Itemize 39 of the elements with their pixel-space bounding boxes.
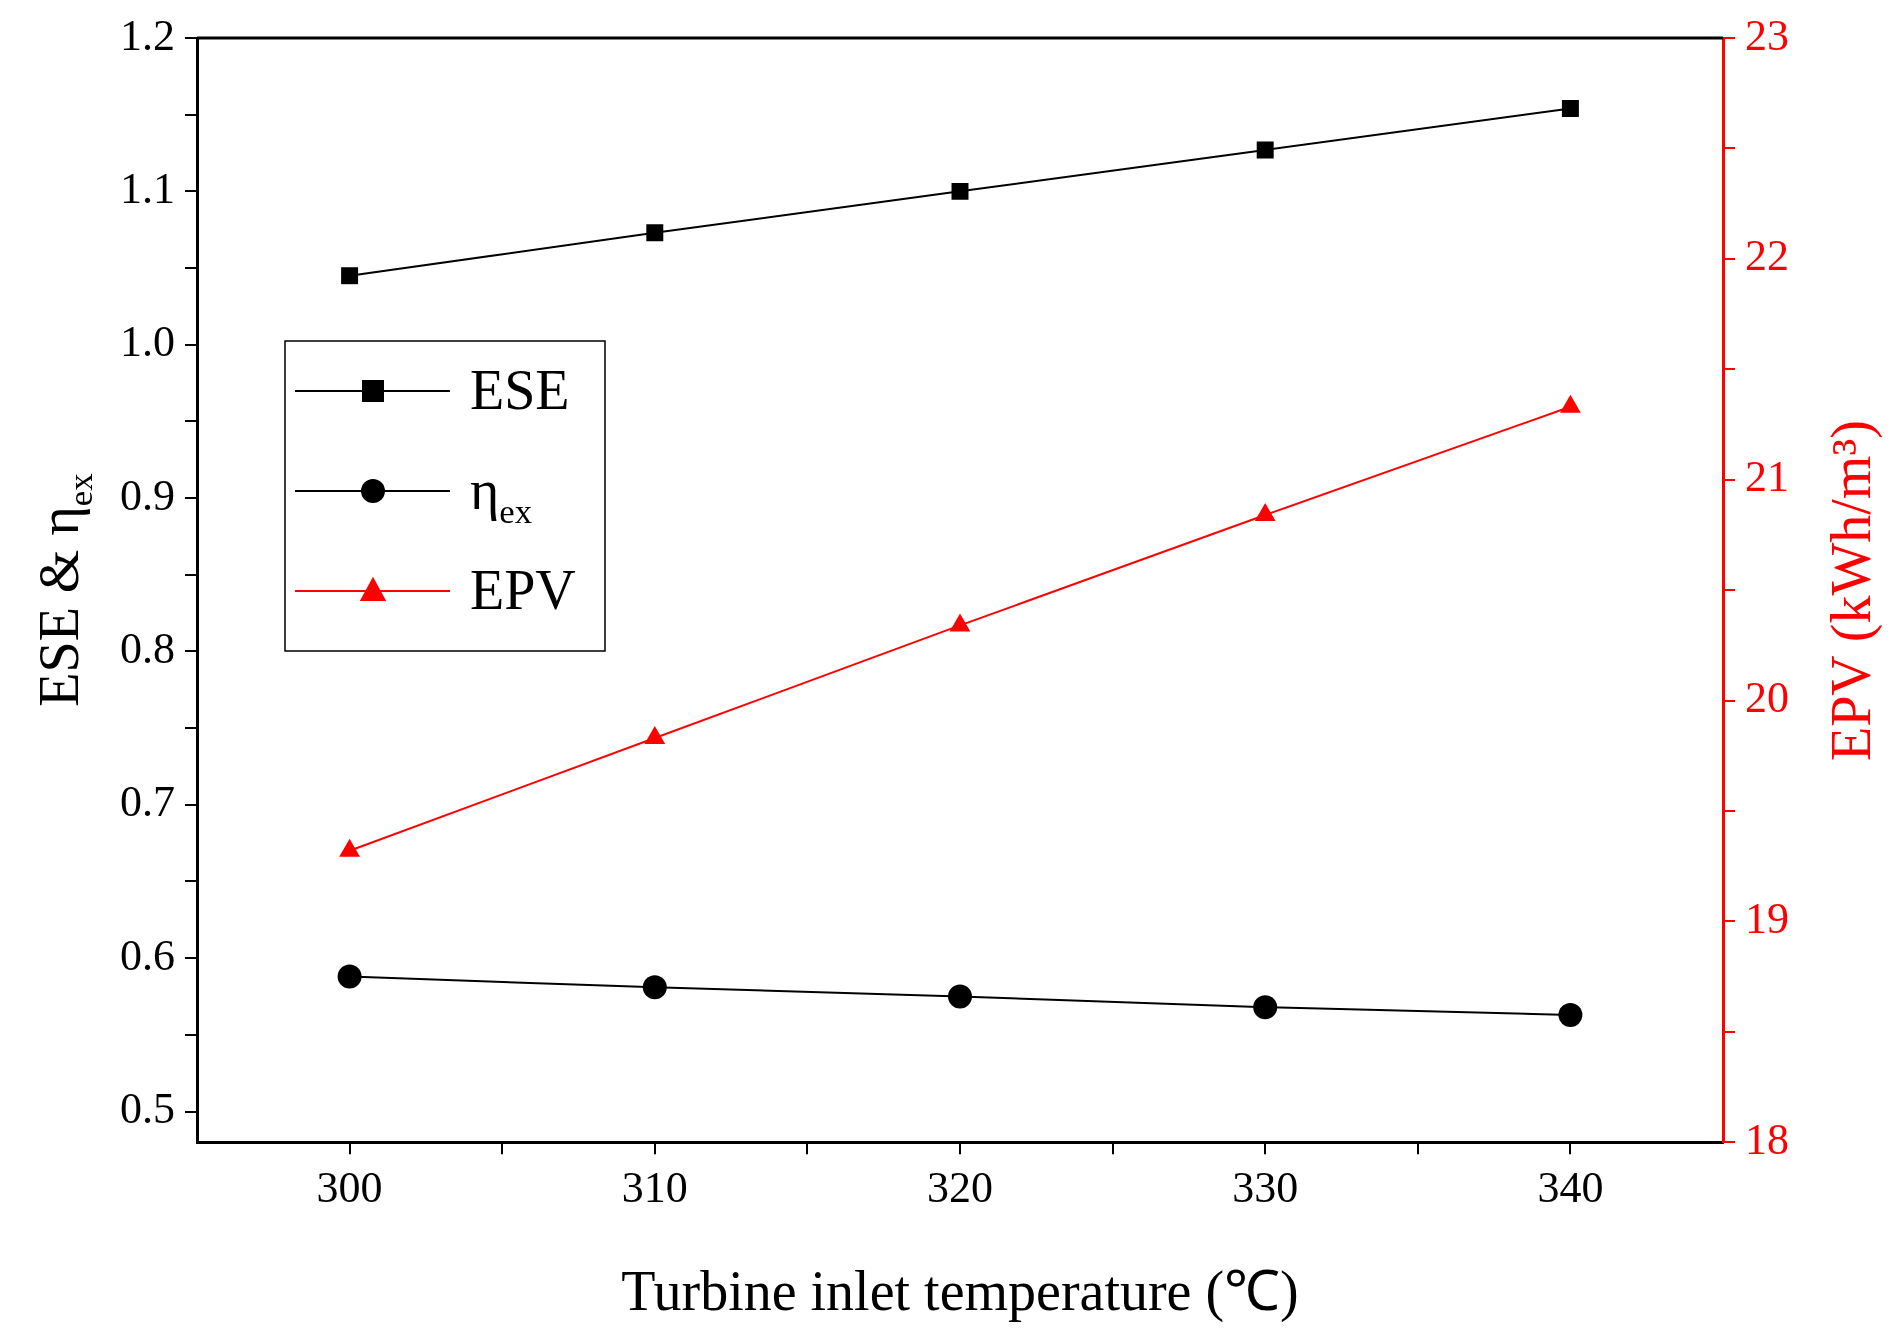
y-axis-title: ESE & ηex [28,473,100,707]
point [951,182,969,200]
point [1561,100,1579,118]
x-axis-title: Turbine inlet temperature (℃) [621,1260,1299,1323]
point [1253,995,1278,1020]
point [949,613,971,632]
y2-tick-label: 20 [1745,673,1789,723]
x-tick-label: 300 [316,1163,383,1213]
y-tick-label: 0.6 [120,930,175,980]
y-tick-label: 1.1 [120,163,175,213]
y-tick-label: 1.2 [120,10,175,60]
y2-tick-label: 18 [1745,1114,1789,1164]
y-tick-label: 1.0 [120,317,175,367]
y-tick-label: 0.8 [120,624,175,674]
point [337,964,362,989]
y-tick-label: 0.5 [120,1084,175,1134]
point [1256,141,1274,159]
legend-label: ESE [470,359,570,421]
x-tick-label: 320 [927,1163,993,1213]
point [1560,394,1581,413]
y2-axis-title: EPV (kWh/m³) [1820,420,1883,762]
point [948,984,972,1009]
y-tick-label: 0.7 [120,777,175,827]
y2-tick-label: 21 [1745,452,1789,502]
point [646,224,664,242]
legend-label: EPV [470,559,576,621]
point [644,726,666,745]
point [1254,503,1276,522]
x-tick-label: 340 [1537,1163,1604,1213]
point [642,975,667,1000]
y-tick-label: 0.9 [120,470,175,520]
point [339,838,360,857]
point [341,267,359,285]
y2-tick-label: 19 [1745,893,1789,943]
point [1558,1002,1583,1027]
x-tick-label: 310 [621,1163,688,1213]
y2-tick-label: 23 [1745,10,1789,60]
y2-tick-label: 22 [1745,231,1789,281]
x-tick-label: 330 [1232,1163,1299,1213]
